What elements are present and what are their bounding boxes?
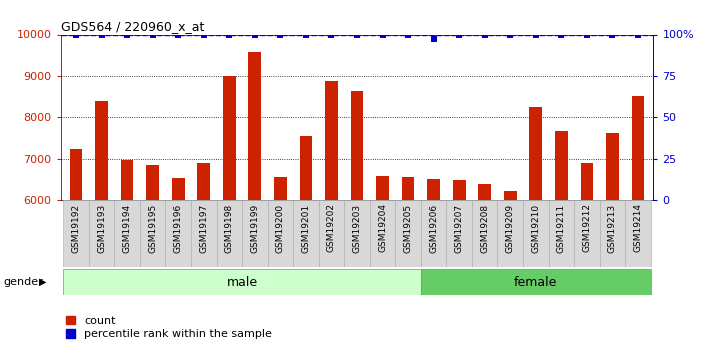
Text: gender: gender — [4, 277, 44, 287]
Bar — [121, 160, 134, 200]
Text: GSM19211: GSM19211 — [557, 204, 566, 253]
Bar — [274, 177, 287, 200]
Text: GSM19200: GSM19200 — [276, 204, 285, 253]
Text: GSM19192: GSM19192 — [71, 204, 81, 253]
Bar — [197, 163, 210, 200]
Bar — [70, 149, 82, 200]
Text: GSM19207: GSM19207 — [455, 204, 463, 253]
Bar — [344, 200, 370, 267]
Text: female: female — [514, 276, 558, 288]
Bar — [555, 131, 568, 200]
Bar — [625, 200, 650, 267]
Bar — [421, 269, 650, 295]
Bar — [504, 191, 517, 200]
Bar — [529, 107, 542, 200]
Bar — [114, 200, 140, 267]
Bar — [600, 200, 625, 267]
Bar — [427, 179, 440, 200]
Bar — [268, 200, 293, 267]
Text: GSM19193: GSM19193 — [97, 204, 106, 253]
Text: male: male — [226, 276, 258, 288]
Text: GSM19195: GSM19195 — [148, 204, 157, 253]
Bar — [223, 76, 236, 200]
Bar — [89, 200, 114, 267]
Bar — [325, 81, 338, 200]
Text: GSM19206: GSM19206 — [429, 204, 438, 253]
Bar — [548, 200, 574, 267]
Bar — [242, 200, 268, 267]
Bar — [376, 176, 389, 200]
Legend: count, percentile rank within the sample: count, percentile rank within the sample — [66, 316, 272, 339]
Bar — [191, 200, 216, 267]
Text: GSM19208: GSM19208 — [481, 204, 489, 253]
Text: GSM19214: GSM19214 — [633, 204, 643, 253]
Text: GSM19205: GSM19205 — [403, 204, 413, 253]
Bar — [64, 200, 89, 267]
Text: GSM19197: GSM19197 — [199, 204, 208, 253]
Bar — [300, 136, 312, 200]
Text: GSM19202: GSM19202 — [327, 204, 336, 253]
Bar — [396, 200, 421, 267]
Bar — [248, 52, 261, 200]
Text: GSM19213: GSM19213 — [608, 204, 617, 253]
Bar — [453, 180, 466, 200]
Text: GSM19204: GSM19204 — [378, 204, 387, 253]
Text: GSM19199: GSM19199 — [251, 204, 259, 253]
Bar — [351, 91, 363, 200]
Bar — [402, 177, 414, 200]
Text: GSM19210: GSM19210 — [531, 204, 540, 253]
Bar — [64, 269, 421, 295]
Text: GSM19212: GSM19212 — [583, 204, 591, 253]
Text: GSM19209: GSM19209 — [506, 204, 515, 253]
Text: GSM19203: GSM19203 — [353, 204, 361, 253]
Bar — [216, 200, 242, 267]
Bar — [318, 200, 344, 267]
Bar — [140, 200, 166, 267]
Text: GDS564 / 220960_x_at: GDS564 / 220960_x_at — [61, 20, 204, 33]
Bar — [95, 101, 108, 200]
Text: GSM19201: GSM19201 — [301, 204, 311, 253]
Bar — [293, 200, 318, 267]
Bar — [580, 163, 593, 200]
Bar — [606, 133, 619, 200]
Text: GSM19196: GSM19196 — [174, 204, 183, 253]
Bar — [166, 200, 191, 267]
Text: GSM19194: GSM19194 — [123, 204, 131, 253]
Bar — [446, 200, 472, 267]
Bar — [574, 200, 600, 267]
Bar — [472, 200, 498, 267]
Text: ▶: ▶ — [39, 277, 47, 287]
Bar — [523, 200, 548, 267]
Bar — [172, 178, 185, 200]
Bar — [146, 165, 159, 200]
Bar — [498, 200, 523, 267]
Bar — [421, 200, 446, 267]
Text: GSM19198: GSM19198 — [225, 204, 233, 253]
Bar — [632, 96, 644, 200]
Bar — [370, 200, 396, 267]
Bar — [478, 184, 491, 200]
